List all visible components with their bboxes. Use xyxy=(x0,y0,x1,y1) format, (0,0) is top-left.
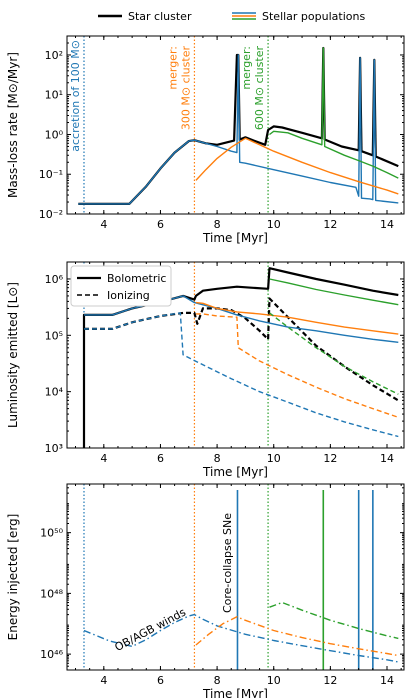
y-tick-label: 10⁴⁸ xyxy=(40,587,63,600)
series-line xyxy=(84,312,399,438)
y-axis-label: Mass-loss rate [M⊙/Myr] xyxy=(6,52,20,198)
x-tick-label: 4 xyxy=(100,674,107,687)
y-tick-label: 10¹ xyxy=(45,89,63,102)
x-tick-label: 4 xyxy=(100,218,107,231)
legend: Star cluster Stellar populations xyxy=(98,10,365,23)
y-axis-label: Luminosity emitted [L⊙] xyxy=(6,282,20,428)
x-tick-label: 14 xyxy=(380,218,394,231)
merger-annotation-line1: merger: xyxy=(240,46,253,90)
x-tick-label: 10 xyxy=(267,218,281,231)
series-line xyxy=(84,297,399,402)
y-axis-label: Energy injected [erg] xyxy=(6,514,20,641)
merger-annotation-line2: 600 M⊙ cluster xyxy=(253,46,266,131)
y-tick-label: 10² xyxy=(45,49,63,62)
y-tick-label: 10⁴⁶ xyxy=(40,648,63,661)
x-tick-label: 8 xyxy=(214,452,221,465)
x-axis-label: Time [Myr] xyxy=(202,231,268,245)
legend-label-bolometric: Bolometric xyxy=(107,272,167,285)
panel-3: 4 6 8 10 12 14 10⁴⁶ 10⁴⁸ 10⁵⁰ Time [Myr] Energy in… xyxy=(6,483,405,698)
x-axis-label: Time [Myr] xyxy=(202,465,268,479)
winds-annotation: OB/AGB winds xyxy=(113,606,189,654)
x-tick-label: 12 xyxy=(323,452,337,465)
x-tick-label: 6 xyxy=(157,218,164,231)
legend-label-stellar-populations: Stellar populations xyxy=(262,10,365,23)
merger-annotation-line2: 300 M⊙ cluster xyxy=(179,46,192,131)
x-tick-label: 8 xyxy=(214,218,221,231)
panel-1: 4 6 8 10 12 14 10⁻² 10⁻¹ 10⁰ 10¹ 10² Time [Myr] Mass… xyxy=(6,10,405,245)
series-line xyxy=(195,313,399,418)
y-tick-label: 10⁴ xyxy=(45,386,64,399)
series-line xyxy=(83,613,399,663)
accretion-annotation: accretion of 100 M⊙ xyxy=(69,40,82,152)
y-tick-label: 10⁵ xyxy=(45,329,63,342)
series-line xyxy=(269,278,399,306)
sne-annotation: Core-collapse SNe xyxy=(221,513,234,613)
series-line xyxy=(195,137,399,195)
panel-2: 4 6 8 10 12 14 10³ 10⁴ 10⁵ 10⁶ Time [Myr] Luminosit… xyxy=(6,261,405,479)
x-tick-label: 14 xyxy=(380,674,394,687)
x-tick-label: 12 xyxy=(323,674,337,687)
series-line xyxy=(269,601,399,640)
x-axis-label: Time [Myr] xyxy=(202,687,268,698)
y-tick-label: 10⁰ xyxy=(45,128,64,141)
series-line xyxy=(78,54,399,205)
x-tick-label: 10 xyxy=(267,674,281,687)
y-tick-label: 10⁶ xyxy=(45,273,64,286)
x-tick-label: 6 xyxy=(157,452,164,465)
x-tick-label: 14 xyxy=(380,452,394,465)
legend: Bolometric Ionizing xyxy=(70,265,172,307)
series-line xyxy=(269,47,399,179)
plot-frame xyxy=(66,261,405,449)
series-line xyxy=(195,616,399,657)
legend-label-ionizing: Ionizing xyxy=(107,289,150,302)
y-tick-label: 10⁻² xyxy=(39,208,63,221)
series-line xyxy=(269,312,399,395)
y-tick-label: 10⁵⁰ xyxy=(40,527,63,540)
y-tick-label: 10³ xyxy=(45,442,63,455)
x-tick-label: 8 xyxy=(214,674,221,687)
x-tick-label: 10 xyxy=(267,452,281,465)
x-tick-label: 4 xyxy=(100,452,107,465)
series-line xyxy=(195,301,399,335)
legend-label-star-cluster: Star cluster xyxy=(128,10,192,23)
plot-frame xyxy=(66,483,405,671)
x-tick-label: 6 xyxy=(157,674,164,687)
merger-annotation-line1: merger: xyxy=(166,46,179,90)
series-line xyxy=(84,295,399,343)
x-tick-label: 12 xyxy=(323,218,337,231)
y-tick-label: 10⁻¹ xyxy=(39,168,63,181)
legend-box xyxy=(70,265,172,307)
plot-frame xyxy=(66,35,405,215)
